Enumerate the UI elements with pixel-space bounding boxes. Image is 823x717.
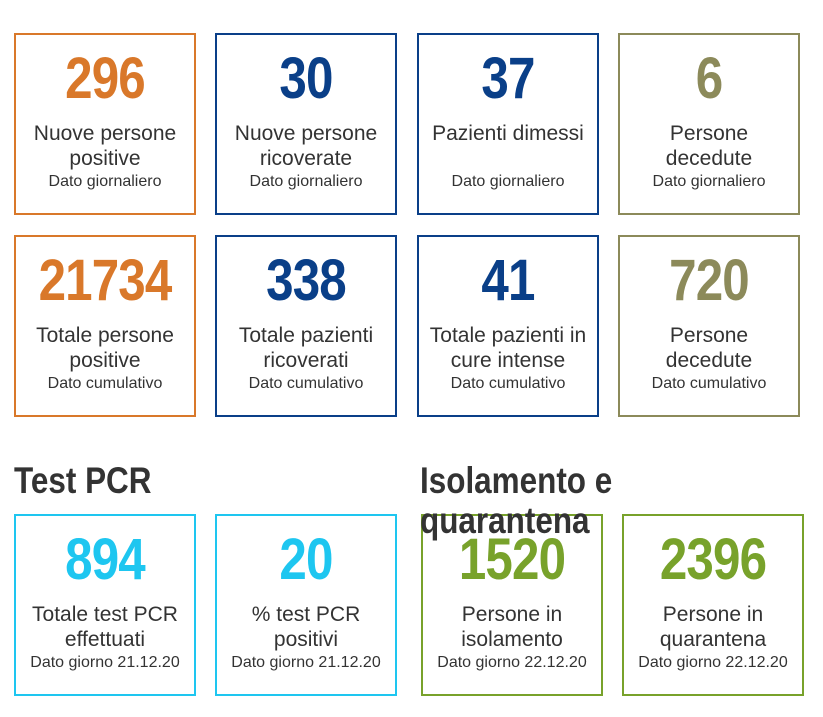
stat-card: 6 Persone decedute Dato giornaliero	[618, 33, 800, 215]
stat-card: 894 Totale test PCR effettuati Dato gior…	[14, 514, 196, 696]
stat-subtitle: Dato cumulativo	[450, 375, 566, 392]
stat-label: Persone in isolamento	[461, 603, 563, 651]
stat-subtitle: Dato giornaliero	[652, 173, 766, 190]
stat-label: Totale pazienti ricoverati	[238, 324, 374, 372]
stat-value: 6	[695, 46, 723, 111]
stat-value: 720	[669, 248, 750, 313]
stat-label: Nuove persone positive	[33, 122, 177, 170]
stat-card: 720 Persone decedute Dato cumulativo	[618, 235, 800, 417]
stat-subtitle: Dato giorno 21.12.20	[231, 654, 381, 671]
stat-card: 37 Pazienti dimessi Dato giornaliero	[417, 33, 599, 215]
stat-value: 296	[65, 46, 146, 111]
stat-subtitle: Dato giornaliero	[48, 173, 162, 190]
stat-card: 21734 Totale persone positive Dato cumul…	[14, 235, 196, 417]
stat-label: Totale test PCR effettuati	[32, 603, 178, 651]
stat-value: 338	[266, 248, 347, 313]
stat-subtitle: Dato giorno 21.12.20	[30, 654, 180, 671]
stat-card: 20 % test PCR positivi Dato giorno 21.12…	[215, 514, 397, 696]
stat-label: Persone decedute	[665, 324, 753, 372]
stat-label: Persone in quarantena	[659, 603, 767, 651]
stat-value: 37	[481, 46, 535, 111]
stat-value: 894	[65, 527, 146, 592]
stat-value: 30	[279, 46, 333, 111]
section-title-isolation: Isolamento e quarantena	[420, 460, 613, 541]
stat-card: 30 Nuove persone ricoverate Dato giornal…	[215, 33, 397, 215]
stat-subtitle: Dato giornaliero	[451, 173, 565, 190]
stat-subtitle: Dato giorno 22.12.20	[437, 654, 587, 671]
stat-label: Totale pazienti in cure intense	[429, 324, 587, 372]
stat-label: Totale persone positive	[36, 324, 174, 372]
stat-value: 21734	[38, 248, 173, 313]
stat-card: 338 Totale pazienti ricoverati Dato cumu…	[215, 235, 397, 417]
stat-subtitle: Dato cumulativo	[651, 375, 767, 392]
stat-card: 1520 Persone in isolamento Dato giorno 2…	[421, 514, 603, 696]
stat-card: 41 Totale pazienti in cure intense Dato …	[417, 235, 599, 417]
stat-value: 41	[481, 248, 535, 313]
stat-value: 1520	[458, 527, 566, 592]
stat-subtitle: Dato cumulativo	[47, 375, 163, 392]
stat-label: Nuove persone ricoverate	[234, 122, 378, 170]
section-title-pcr: Test PCR	[14, 460, 152, 501]
stat-subtitle: Dato cumulativo	[248, 375, 364, 392]
stat-subtitle: Dato giorno 22.12.20	[638, 654, 788, 671]
stat-label: Persone decedute	[665, 122, 753, 170]
stat-value: 20	[279, 527, 333, 592]
stat-value: 2396	[659, 527, 767, 592]
stat-subtitle: Dato giornaliero	[249, 173, 363, 190]
stat-label: % test PCR positivi	[251, 603, 361, 651]
stat-label: Pazienti dimessi	[432, 122, 584, 145]
stat-card: 296 Nuove persone positive Dato giornali…	[14, 33, 196, 215]
stat-card: 2396 Persone in quarantena Dato giorno 2…	[622, 514, 804, 696]
